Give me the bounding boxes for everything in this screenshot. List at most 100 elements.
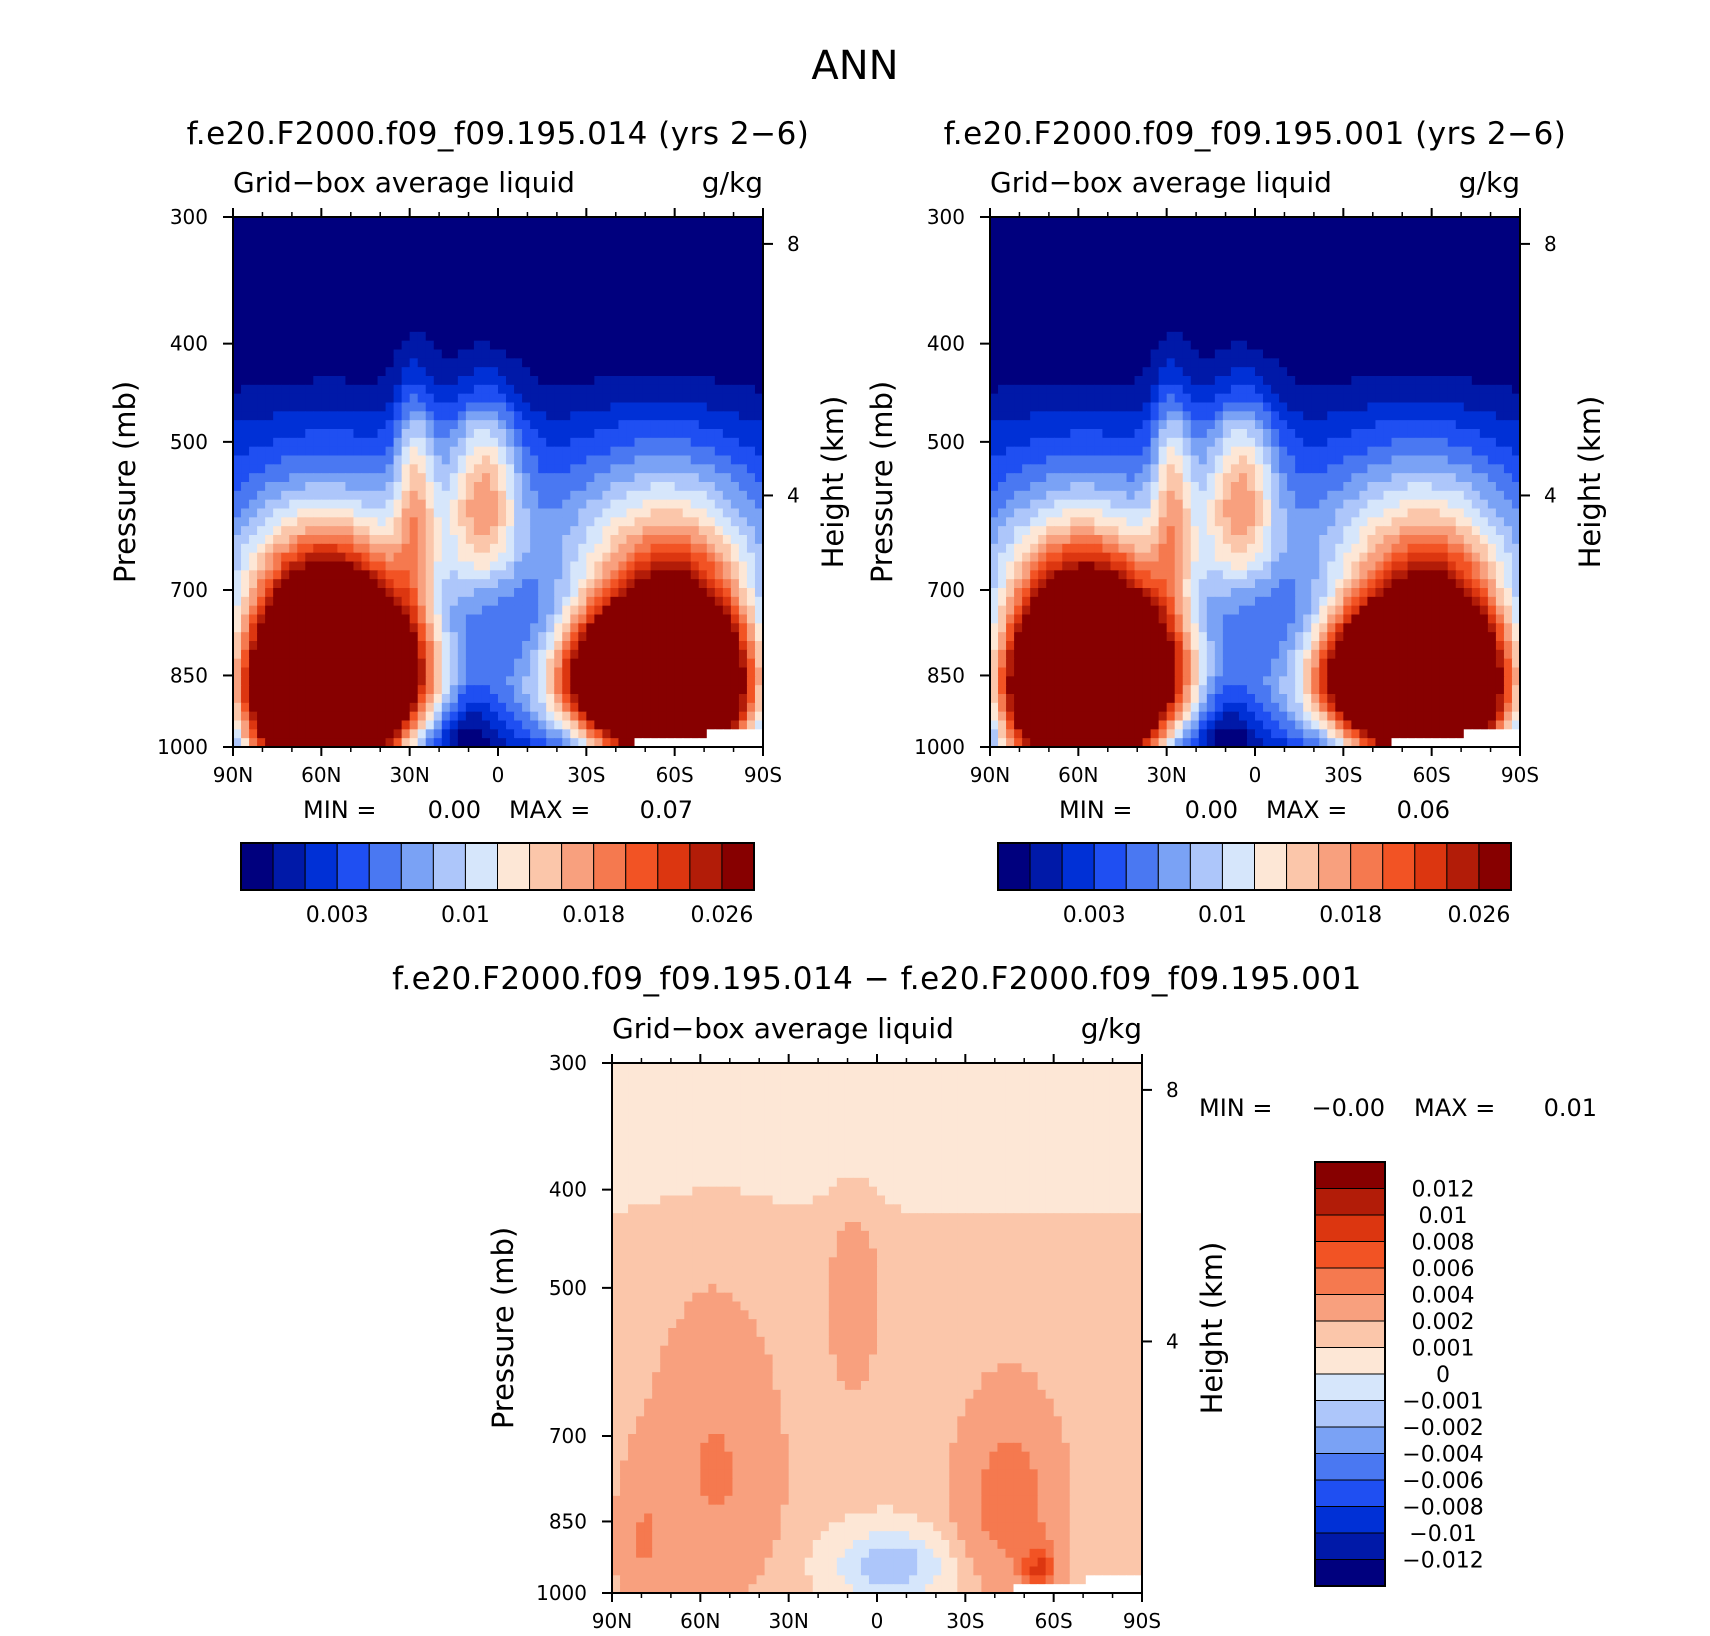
field-cell	[530, 393, 539, 404]
field-cell	[530, 535, 539, 545]
field-cell	[546, 667, 555, 677]
field-cell	[754, 543, 763, 554]
field-cell	[233, 261, 242, 271]
field-cell	[433, 358, 443, 368]
field-cell	[730, 702, 740, 713]
field-cell	[530, 252, 539, 262]
field-cell	[682, 402, 692, 412]
field-cell	[682, 287, 692, 298]
field-cell	[626, 331, 636, 342]
field-cell	[618, 367, 628, 377]
field-cell	[1351, 305, 1360, 315]
field-cell	[273, 641, 282, 651]
field-cell	[273, 464, 282, 474]
field-cell	[530, 517, 539, 527]
field-cell	[626, 455, 636, 465]
field-cell	[313, 552, 322, 563]
field-cell	[433, 614, 443, 624]
field-cell	[706, 543, 716, 554]
field-cell	[289, 349, 298, 359]
field-cell	[393, 296, 403, 306]
field-cell	[313, 420, 322, 430]
field-cell	[746, 402, 756, 412]
field-cell	[594, 243, 603, 253]
field-cell	[754, 641, 763, 651]
field-cell	[626, 535, 636, 545]
field-cell	[554, 702, 563, 713]
field-cell	[425, 561, 435, 571]
field-cell	[746, 738, 756, 747]
field-cell	[465, 376, 475, 386]
field-cell	[425, 685, 435, 695]
field-cell	[674, 402, 684, 412]
field-cell	[722, 261, 732, 271]
field-cell	[369, 473, 379, 483]
field-cell	[313, 649, 322, 660]
y-right-tick-label: 8	[787, 232, 800, 256]
field-cell	[698, 437, 708, 448]
field-cell	[722, 473, 732, 483]
field-cell	[249, 305, 258, 315]
field-cell	[706, 411, 716, 421]
field-cell	[578, 217, 587, 227]
field-cell	[1206, 314, 1216, 324]
field-cell	[746, 561, 756, 571]
field-cell	[1222, 252, 1232, 262]
field-cell	[289, 243, 298, 253]
field-cell	[273, 287, 282, 298]
field-cell	[1255, 296, 1264, 306]
field-cell	[554, 234, 563, 245]
field-cell	[722, 305, 732, 315]
field-cell	[305, 526, 314, 536]
field-cell	[658, 376, 668, 386]
field-cell	[401, 314, 411, 324]
field-cell	[754, 331, 763, 342]
field-cell	[1503, 278, 1513, 289]
field-cell	[722, 588, 732, 598]
field-cell	[538, 305, 547, 315]
field-cell	[297, 420, 306, 430]
field-cell	[1038, 243, 1047, 253]
field-cell	[730, 261, 740, 271]
field-cell	[1511, 261, 1520, 271]
field-cell	[329, 296, 338, 306]
field-cell	[473, 252, 483, 262]
field-cell	[1391, 234, 1401, 245]
field-cell	[602, 217, 612, 227]
field-cell	[345, 658, 355, 669]
field-cell	[353, 641, 363, 651]
field-cell	[1279, 243, 1288, 253]
field-cell	[538, 526, 547, 536]
field-cell	[1399, 252, 1409, 262]
field-cell	[570, 517, 579, 527]
field-cell	[393, 305, 403, 315]
field-cell	[514, 270, 523, 280]
field-cell	[401, 446, 411, 457]
field-cell	[337, 623, 347, 633]
field-cell	[393, 429, 403, 439]
field-cell	[562, 261, 571, 271]
field-cell	[578, 243, 587, 253]
field-cell	[385, 225, 395, 236]
field-cell	[554, 579, 563, 589]
field-cell	[618, 641, 628, 651]
field-cell	[498, 605, 507, 616]
field-cell	[457, 676, 467, 686]
field-cell	[241, 658, 250, 669]
field-cell	[1014, 340, 1023, 351]
field-cell	[321, 676, 330, 686]
field-cell	[1078, 217, 1087, 227]
field-cell	[634, 455, 644, 465]
field-cell	[1287, 243, 1296, 253]
field-cell	[698, 667, 708, 677]
field-cell	[586, 658, 595, 669]
field-cell	[313, 358, 322, 368]
field-cell	[345, 287, 355, 298]
field-cell	[441, 676, 451, 686]
field-cell	[409, 296, 419, 306]
field-cell	[1038, 323, 1047, 333]
field-cell	[554, 340, 563, 351]
field-cell	[1238, 314, 1248, 324]
field-cell	[489, 658, 499, 669]
field-cell	[353, 455, 363, 465]
